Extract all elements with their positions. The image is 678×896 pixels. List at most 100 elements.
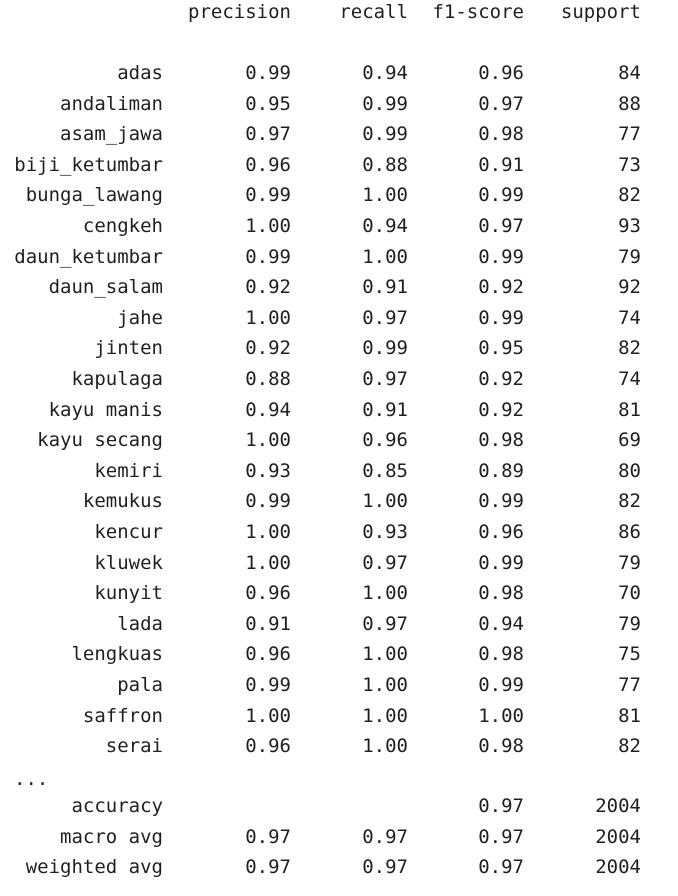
row-precision: 1.00 xyxy=(245,215,291,237)
class-row: kapulaga 0.88 0.97 0.92 74 xyxy=(0,364,678,394)
row-f1-score: 0.98 xyxy=(478,429,524,452)
row-precision: 0.97 xyxy=(245,825,291,848)
row-f1-score: 0.94 xyxy=(478,612,524,635)
row-recall: 0.97 xyxy=(362,612,408,635)
row-label: adas xyxy=(117,62,163,84)
row-recall: 0.99 xyxy=(362,123,408,146)
class-row: andaliman 0.95 0.99 0.97 88 xyxy=(0,89,678,119)
class-row: kayu manis 0.94 0.91 0.92 81 xyxy=(0,395,678,425)
row-label: kunyit xyxy=(94,582,163,605)
row-label: kapulaga xyxy=(71,368,163,390)
row-f1-score: 0.99 xyxy=(478,306,524,329)
row-support: 81 xyxy=(618,704,641,727)
row-label: kemiri xyxy=(94,459,163,482)
class-row: kencur 1.00 0.93 0.96 86 xyxy=(0,517,678,547)
row-label: biji_ketumbar xyxy=(14,153,163,176)
row-recall: 0.97 xyxy=(362,306,408,329)
row-label: weighted avg xyxy=(25,856,163,879)
row-recall: 1.00 xyxy=(362,735,408,758)
row-precision: 1.00 xyxy=(245,551,291,574)
truncation-ellipsis: ... xyxy=(14,768,49,790)
row-f1-score: 0.99 xyxy=(478,184,524,207)
class-row: pala 0.99 1.00 0.99 77 xyxy=(0,670,678,700)
class-row: kayu secang 1.00 0.96 0.98 69 xyxy=(0,425,678,455)
row-support: 82 xyxy=(618,735,641,758)
header-support: support xyxy=(560,1,641,23)
row-support: 2004 xyxy=(595,795,641,817)
row-precision: 1.00 xyxy=(245,306,291,329)
row-recall: 0.97 xyxy=(362,825,408,848)
row-precision: 0.96 xyxy=(245,735,291,758)
summary-row: macro avg 0.97 0.97 0.97 2004 xyxy=(0,822,678,852)
row-f1-score: 0.91 xyxy=(478,153,524,176)
row-precision: 0.96 xyxy=(245,153,291,176)
row-precision: 0.95 xyxy=(245,92,291,115)
row-label: daun_ketumbar xyxy=(14,245,163,268)
row-f1-score: 0.92 xyxy=(478,398,524,421)
row-support: 2004 xyxy=(595,856,641,879)
row-support: 73 xyxy=(618,153,641,176)
row-precision: 1.00 xyxy=(245,704,291,727)
row-f1-score: 0.99 xyxy=(478,551,524,574)
row-recall: 0.97 xyxy=(362,551,408,574)
row-support: 86 xyxy=(618,521,641,543)
row-support: 75 xyxy=(618,643,641,666)
row-recall: 0.91 xyxy=(362,276,408,299)
row-f1-score: 0.89 xyxy=(478,459,524,482)
class-row: kluwek 1.00 0.97 0.99 79 xyxy=(0,548,678,578)
row-label: pala xyxy=(117,674,163,696)
row-support: 70 xyxy=(618,582,641,605)
row-precision: 0.99 xyxy=(245,674,291,696)
row-precision: 0.99 xyxy=(245,490,291,513)
row-support: 74 xyxy=(618,306,641,329)
row-support: 2004 xyxy=(595,825,641,848)
row-precision: 0.96 xyxy=(245,582,291,605)
row-support: 77 xyxy=(618,123,641,146)
row-support: 79 xyxy=(618,551,641,574)
row-f1-score: 0.98 xyxy=(478,735,524,758)
class-row: jahe 1.00 0.97 0.99 74 xyxy=(0,303,678,333)
row-recall: 0.85 xyxy=(362,459,408,482)
row-f1-score: 0.97 xyxy=(478,856,524,879)
summary-row: weighted avg 0.97 0.97 0.97 2004 xyxy=(0,852,678,882)
row-label: cengkeh xyxy=(82,215,163,237)
row-label: bunga_lawang xyxy=(25,184,163,207)
row-recall: 0.91 xyxy=(362,398,408,421)
class-row: lada 0.91 0.97 0.94 79 xyxy=(0,609,678,639)
row-label: kayu manis xyxy=(48,398,163,421)
header-f1-score: f1-score xyxy=(432,1,524,23)
row-support: 93 xyxy=(618,215,641,237)
row-f1-score: 0.95 xyxy=(478,337,524,360)
class-row: asam_jawa 0.97 0.99 0.98 77 xyxy=(0,119,678,149)
class-row: jinten 0.92 0.99 0.95 82 xyxy=(0,333,678,363)
class-row: bunga_lawang 0.99 1.00 0.99 82 xyxy=(0,180,678,210)
summary-row: accuracy 0.97 2004 xyxy=(0,791,678,821)
row-label: kluwek xyxy=(94,551,163,574)
row-label: serai xyxy=(105,735,163,758)
row-precision: 0.99 xyxy=(245,245,291,268)
row-f1-score: 0.99 xyxy=(478,674,524,696)
class-row: cengkeh 1.00 0.94 0.97 93 xyxy=(0,211,678,241)
row-precision: 0.91 xyxy=(245,612,291,635)
report-header-row: precision recall f1-score support xyxy=(0,0,678,27)
row-support: 84 xyxy=(618,62,641,84)
row-support: 74 xyxy=(618,368,641,390)
row-support: 69 xyxy=(618,429,641,452)
row-label: lada xyxy=(117,612,163,635)
row-f1-score: 0.98 xyxy=(478,643,524,666)
row-f1-score: 0.96 xyxy=(478,521,524,543)
row-support: 82 xyxy=(618,184,641,207)
row-f1-score: 0.97 xyxy=(478,795,524,817)
row-f1-score: 0.92 xyxy=(478,276,524,299)
row-recall: 1.00 xyxy=(362,674,408,696)
row-recall: 1.00 xyxy=(362,245,408,268)
row-label: asam_jawa xyxy=(60,123,163,146)
row-precision: 0.94 xyxy=(245,398,291,421)
row-label: jahe xyxy=(117,306,163,329)
class-row: daun_salam 0.92 0.91 0.92 92 xyxy=(0,272,678,302)
row-precision: 0.92 xyxy=(245,337,291,360)
row-recall: 1.00 xyxy=(362,582,408,605)
class-row: lengkuas 0.96 1.00 0.98 75 xyxy=(0,639,678,669)
row-f1-score: 1.00 xyxy=(478,704,524,727)
row-precision: 0.88 xyxy=(245,368,291,390)
